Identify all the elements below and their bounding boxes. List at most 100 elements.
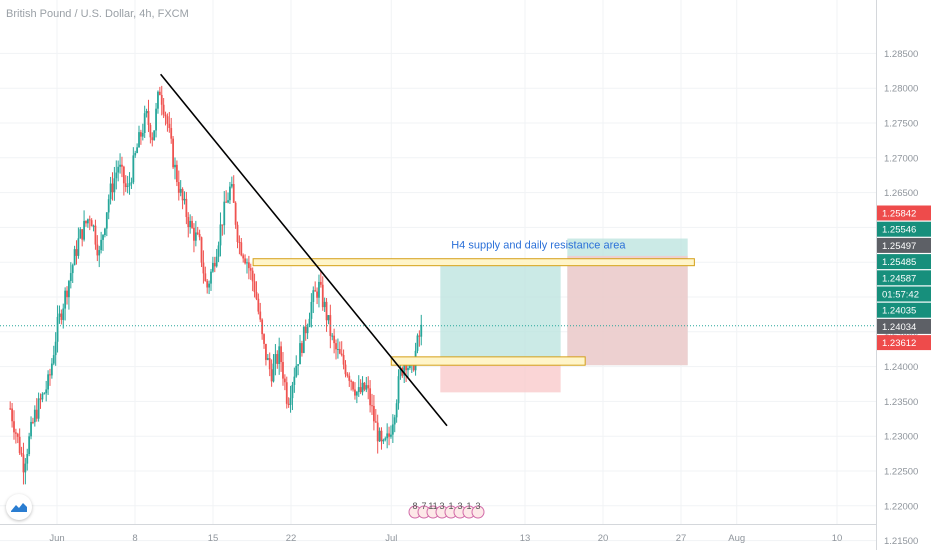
candle-body bbox=[85, 220, 87, 224]
candle-body bbox=[371, 405, 373, 407]
candle-body bbox=[211, 262, 214, 272]
price-labels: 1.25842 1.25546 1.25497 1.25485 1.24587 01:57… bbox=[877, 205, 931, 351]
candle-body bbox=[221, 224, 224, 226]
candle-body bbox=[187, 217, 190, 228]
candle-body bbox=[367, 385, 370, 389]
tradingview-logo-icon[interactable] bbox=[6, 494, 32, 520]
candle-body bbox=[319, 281, 322, 285]
candle-body bbox=[344, 364, 347, 375]
y-tick-label: 1.21500 bbox=[884, 536, 918, 547]
candle-body bbox=[348, 375, 351, 381]
candle-body bbox=[257, 298, 260, 312]
candle-body bbox=[278, 346, 281, 364]
candle-body bbox=[384, 438, 387, 440]
price-label-box bbox=[877, 302, 931, 318]
candle-body bbox=[109, 183, 112, 200]
y-tick-label: 1.28000 bbox=[884, 84, 918, 95]
candle-body bbox=[327, 315, 330, 321]
price-label-text: 1.25546 bbox=[882, 225, 916, 236]
candle-body bbox=[175, 164, 178, 183]
event-marker[interactable]: 8 bbox=[408, 501, 422, 519]
candle-body bbox=[54, 341, 57, 356]
candle-body bbox=[295, 365, 298, 377]
price-label-box bbox=[877, 254, 931, 270]
candle-body bbox=[213, 262, 216, 267]
candle-body bbox=[60, 313, 63, 320]
candle-body bbox=[363, 382, 366, 390]
event-count: 1 bbox=[448, 501, 453, 511]
candle-body bbox=[90, 220, 93, 227]
candle-body bbox=[217, 245, 220, 257]
candle-body bbox=[160, 94, 163, 105]
candle-body bbox=[121, 164, 123, 167]
candle-body bbox=[138, 132, 140, 148]
candle-body bbox=[124, 183, 127, 188]
candle-body bbox=[337, 348, 339, 350]
candle-body bbox=[102, 235, 104, 240]
y-tick-label: 1.26500 bbox=[884, 188, 918, 199]
candle-body bbox=[342, 355, 345, 365]
candle-body bbox=[32, 421, 34, 423]
candle-body bbox=[28, 436, 31, 455]
candle-body bbox=[268, 358, 271, 370]
candle-body bbox=[242, 255, 245, 259]
candle-body bbox=[206, 281, 209, 288]
candle-body bbox=[170, 127, 173, 139]
candle-body bbox=[174, 164, 176, 168]
candle-body bbox=[39, 398, 42, 400]
candle-body bbox=[24, 463, 27, 473]
candle-body bbox=[105, 212, 108, 229]
candle-body bbox=[58, 313, 61, 317]
candle-body bbox=[391, 424, 394, 435]
x-tick-label: Jun bbox=[49, 533, 64, 544]
y-tick-label: 1.23000 bbox=[884, 432, 918, 443]
x-tick-label: 15 bbox=[208, 533, 219, 544]
candle-body bbox=[155, 108, 157, 131]
candle-body bbox=[62, 308, 65, 320]
event-count: 1 bbox=[466, 501, 471, 511]
candle-body bbox=[56, 316, 59, 342]
candle-body bbox=[94, 225, 97, 245]
price-label-text: 1.24035 bbox=[882, 306, 916, 317]
candle-body bbox=[227, 200, 229, 203]
event-markers[interactable]: 8 7 11 3 1 3 1 3 bbox=[408, 501, 485, 519]
candle-body bbox=[255, 292, 258, 299]
candle-body bbox=[416, 335, 419, 351]
candle-body bbox=[397, 376, 400, 404]
candle-body bbox=[113, 178, 116, 193]
candle-body bbox=[168, 123, 171, 128]
candle-body bbox=[134, 152, 137, 156]
candle-body bbox=[405, 365, 408, 371]
price-label-text: 01:57:42 bbox=[882, 290, 919, 301]
candle-body bbox=[172, 138, 175, 168]
candle-body bbox=[183, 198, 186, 201]
candle-body bbox=[314, 290, 317, 292]
candle-body bbox=[153, 130, 156, 141]
annotation-text: H4 supply and daily resistance area bbox=[451, 240, 626, 252]
x-tick-label: 10 bbox=[832, 533, 843, 544]
candle-body bbox=[66, 290, 68, 298]
candle-body bbox=[73, 249, 76, 266]
event-count: 8 bbox=[412, 501, 417, 511]
candle-body bbox=[291, 384, 294, 399]
drawing-overlays: H4 supply and daily resistance area bbox=[0, 73, 876, 427]
candle-body bbox=[316, 291, 318, 298]
candle-body bbox=[204, 273, 207, 282]
trade-zones bbox=[440, 238, 688, 393]
candle-body bbox=[162, 104, 165, 115]
candle-body bbox=[312, 290, 315, 302]
x-tick-label: Jul bbox=[385, 533, 397, 544]
candle-body bbox=[179, 188, 182, 193]
event-marker[interactable]: 1 bbox=[462, 501, 476, 519]
candle-body bbox=[215, 256, 218, 267]
candle-body bbox=[232, 184, 235, 203]
candle-body bbox=[193, 227, 195, 241]
candle-body bbox=[157, 91, 159, 109]
candle-body bbox=[251, 270, 254, 282]
candle-body bbox=[304, 326, 307, 334]
position-stop-zone bbox=[567, 255, 688, 366]
position-target-zone bbox=[440, 262, 561, 366]
event-marker[interactable]: 3 bbox=[471, 501, 485, 519]
candle-body bbox=[20, 452, 23, 455]
